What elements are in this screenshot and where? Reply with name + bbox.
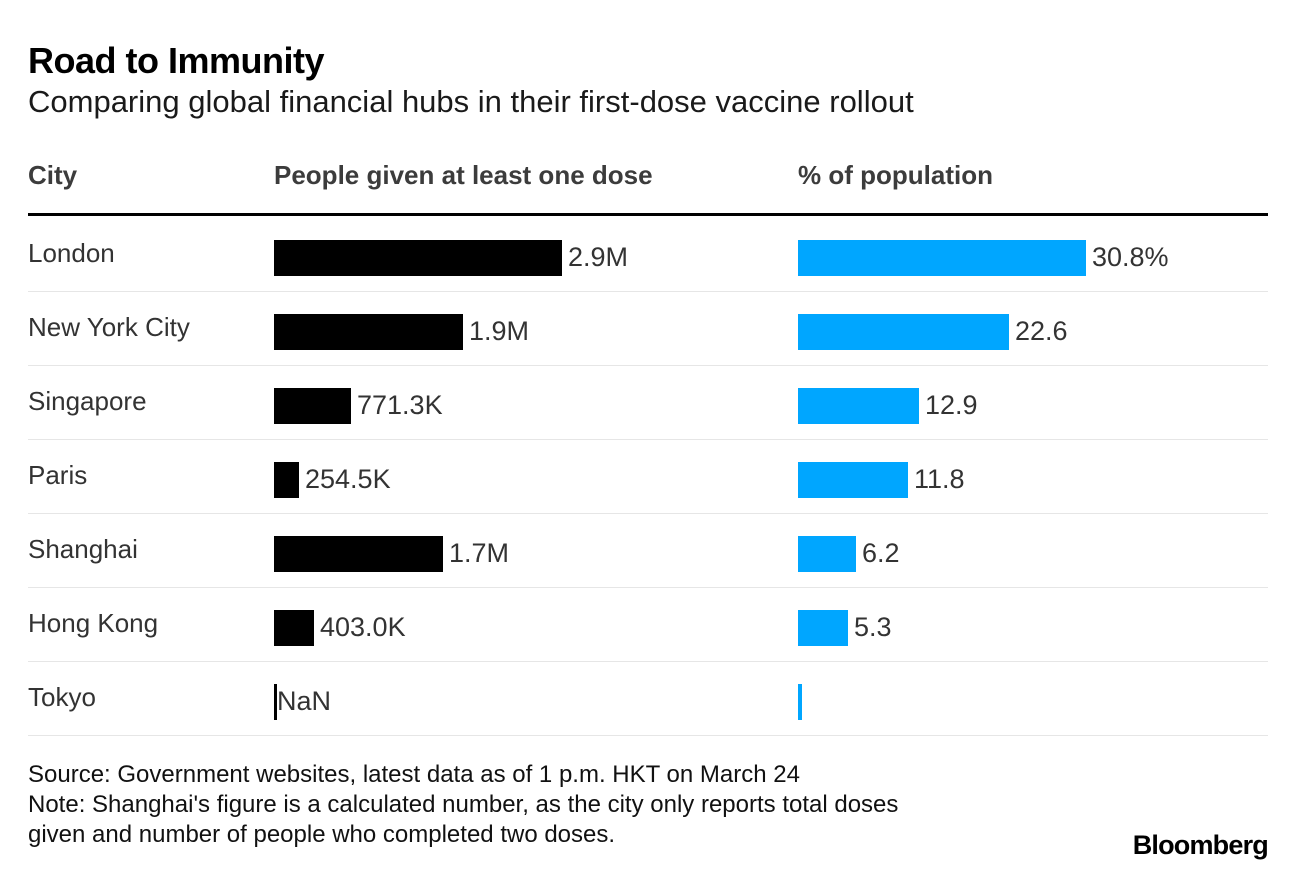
note-line-1: Note: Shanghai's figure is a calculated … — [28, 791, 899, 818]
doses-bar — [274, 536, 443, 572]
table-row: Tokyo NaN — [0, 662, 1296, 736]
percent-bar — [798, 462, 908, 498]
percent-bar — [798, 314, 1009, 350]
city-label: London — [28, 238, 115, 268]
percent-value-label: 12.9 — [925, 390, 978, 420]
doses-bar — [274, 388, 351, 424]
row-divider — [28, 735, 1268, 736]
column-header-percent: % of population — [798, 160, 993, 190]
header-rule — [28, 213, 1268, 216]
city-label: New York City — [28, 312, 190, 342]
percent-bar — [798, 610, 848, 646]
doses-value-label: 2.9M — [568, 242, 629, 272]
doses-value-label: 403.0K — [320, 612, 406, 642]
footer-notes: Source: Government websites, latest data… — [28, 760, 898, 850]
doses-value-label: 254.5K — [305, 464, 391, 494]
table-row: New York City 1.9M 22.6 — [0, 292, 1296, 366]
doses-value-label: 1.7M — [449, 538, 510, 568]
doses-value-label: 1.9M — [469, 316, 530, 346]
source-note: Source: Government websites, latest data… — [28, 761, 800, 788]
percent-value-label: 22.6 — [1015, 316, 1068, 346]
doses-bar — [274, 462, 299, 498]
city-label: Singapore — [28, 386, 147, 416]
row-divider — [28, 291, 1268, 292]
row-divider — [28, 439, 1268, 440]
percent-value-label: 11.8 — [914, 464, 965, 494]
table-row: Paris 254.5K 11.8 — [0, 440, 1296, 514]
table-row: Shanghai 1.7M 6.2 — [0, 514, 1296, 588]
column-header-doses: People given at least one dose — [274, 160, 653, 190]
table-row: Singapore 771.3K 12.9 — [0, 366, 1296, 440]
chart-title: Road to Immunity — [28, 40, 325, 81]
doses-bar — [274, 240, 562, 276]
percent-bar — [798, 240, 1086, 276]
percent-bar — [798, 536, 856, 572]
doses-bar — [274, 684, 277, 720]
doses-value-label: 771.3K — [357, 390, 443, 420]
row-divider — [28, 365, 1268, 366]
doses-value-label: NaN — [277, 686, 332, 716]
percent-bar — [798, 388, 919, 424]
doses-bar — [274, 314, 463, 350]
percent-bar — [798, 684, 802, 720]
column-header-city: City — [28, 160, 78, 190]
doses-bar — [274, 610, 314, 646]
percent-value-label: 5.3 — [854, 612, 892, 642]
row-divider — [28, 661, 1268, 662]
percent-value-label: 6.2 — [862, 538, 900, 568]
city-label: Hong Kong — [28, 608, 159, 638]
row-divider — [28, 587, 1268, 588]
city-label: Paris — [28, 460, 88, 490]
row-divider — [28, 513, 1268, 514]
note-line-2: given and number of people who completed… — [28, 821, 616, 848]
city-label: Shanghai — [28, 534, 138, 564]
bloomberg-logo: Bloomberg — [1132, 830, 1269, 860]
percent-value-label: 30.8% — [1092, 242, 1169, 272]
chart-subtitle: Comparing global financial hubs in their… — [28, 84, 914, 119]
table-row: Hong Kong 403.0K 5.3 — [0, 588, 1296, 662]
table-row: London 2.9M 30.8% — [0, 218, 1296, 292]
city-label: Tokyo — [28, 682, 96, 712]
